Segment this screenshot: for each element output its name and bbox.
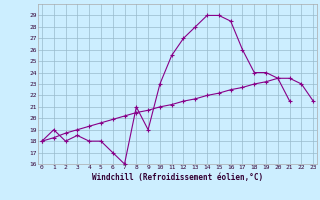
X-axis label: Windchill (Refroidissement éolien,°C): Windchill (Refroidissement éolien,°C) — [92, 173, 263, 182]
